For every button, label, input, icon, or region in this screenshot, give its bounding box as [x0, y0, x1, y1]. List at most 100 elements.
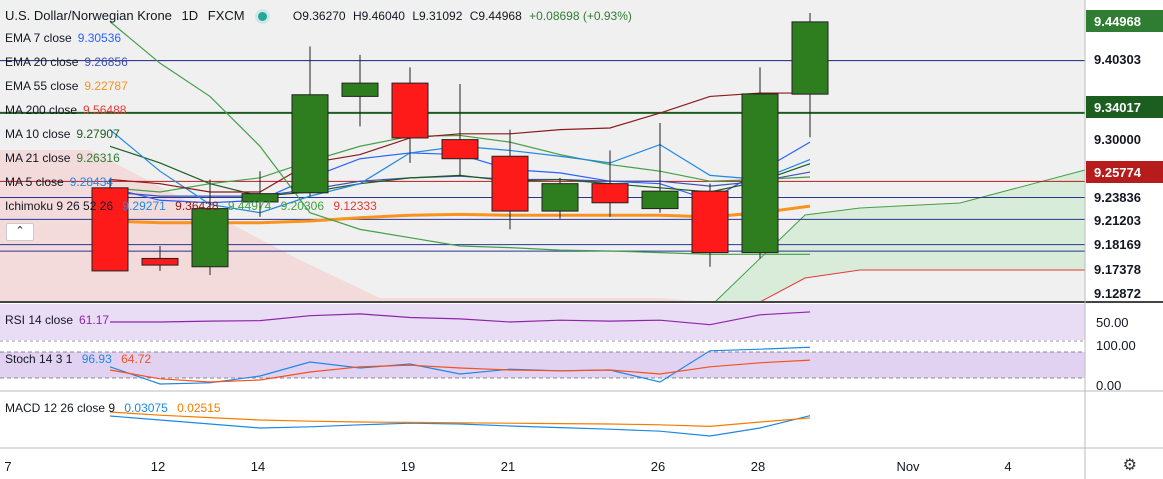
candle-body	[591, 183, 629, 204]
legend-value: 9.20306	[280, 199, 325, 213]
legend-ema7[interactable]: EMA 7 close 9.30536	[5, 31, 121, 45]
price-axis-label: 9.30000	[1094, 132, 1141, 147]
ma-line	[109, 21, 810, 255]
legend-value: 64.72	[121, 352, 152, 366]
legend-stoch[interactable]: Stoch 14 3 1 96.93 64.72	[5, 352, 151, 366]
legend-value: 9.28434	[69, 175, 114, 189]
legend-macd[interactable]: MACD 12 26 close 9 0.03075 0.02515	[5, 401, 221, 415]
ohlc-close: C9.44968	[469, 9, 522, 23]
ohlc-low: L9.31092	[412, 9, 463, 23]
price-axis-label: 9.25774	[1094, 165, 1142, 180]
candle-body	[491, 155, 529, 212]
price-axis-label: 9.34017	[1094, 100, 1141, 115]
stoch-axis-label: 0.00	[1096, 378, 1121, 393]
exchange: FXCM	[207, 8, 245, 23]
macd-signal-line	[109, 411, 811, 428]
legend-label: MA 10 close	[5, 127, 71, 141]
time-axis-label: 4	[1004, 459, 1011, 474]
legend-ichimoku[interactable]: Ichimoku 9 26 52 26 9.29271 9.36428 9.44…	[5, 199, 377, 213]
candle-body	[341, 82, 379, 97]
rsi-line	[110, 311, 811, 326]
legend-value: 0.02515	[177, 401, 221, 415]
candle-body	[441, 139, 479, 160]
legend-label: EMA 20 close	[5, 55, 79, 69]
ohlc-change: +0.08698 (+0.93%)	[529, 9, 632, 23]
price-tag-bg	[1086, 10, 1163, 32]
time-axis-label: 14	[251, 459, 265, 474]
legend-label: EMA 7 close	[5, 31, 72, 45]
legend-value: 9.56488	[83, 103, 127, 117]
market-status-icon	[258, 12, 268, 21]
legend-value: 9.29271	[122, 199, 166, 213]
legend-value: 96.93	[81, 352, 112, 366]
chart-header: U.S. Dollar/Norwegian Krone 1D FXCM O9.3…	[5, 8, 632, 23]
legend-ma21[interactable]: MA 21 close 9.26316	[5, 151, 120, 165]
collapse-legend-button[interactable]: ⌃	[6, 223, 34, 241]
candle-body	[791, 21, 829, 95]
rsi-axis-label: 50.00	[1096, 315, 1129, 330]
legend-value: 9.27907	[76, 127, 120, 141]
legend-value: 9.30536	[77, 31, 122, 45]
candle-body	[91, 187, 129, 272]
legend-ma5[interactable]: MA 5 close 9.28434	[5, 175, 113, 189]
gear-icon[interactable]: ⚙	[1122, 457, 1137, 474]
legend-value: 9.26856	[84, 55, 128, 69]
ohlc-high: H9.46040	[352, 9, 405, 23]
legend-value: 9.22787	[84, 79, 128, 93]
candle-body	[191, 208, 229, 268]
legend-label: MA 200 close	[5, 103, 78, 117]
time-axis-label: 26	[651, 459, 665, 474]
time-axis-label: 12	[151, 459, 165, 474]
time-axis-label: 7	[4, 459, 11, 474]
legend-ma10[interactable]: MA 10 close 9.27907	[5, 127, 120, 141]
stoch-band	[0, 352, 1085, 378]
symbol-name[interactable]: U.S. Dollar/Norwegian Krone	[5, 8, 172, 23]
legend-ma200[interactable]: MA 200 close 9.56488	[5, 103, 126, 117]
legend-label: Stoch 14 3 1	[5, 352, 73, 366]
ichimoku-span-b	[759, 269, 1085, 303]
price-axis-label: 9.40303	[1094, 52, 1141, 67]
candle-body	[141, 257, 179, 266]
price-axis-label: 9.17378	[1094, 262, 1141, 277]
price-axis-label: 9.23836	[1094, 190, 1141, 205]
legend-value: 61.17	[79, 313, 110, 327]
legend-value: 9.12333	[333, 199, 377, 213]
candle-body	[691, 190, 729, 254]
candle-body	[741, 93, 779, 254]
price-axis-label: 9.21203	[1094, 213, 1141, 228]
ohlc-readout: O9.36270 H9.46040 L9.31092 C9.44968 +0.0…	[293, 9, 632, 23]
ichimoku-cloud-green	[715, 170, 1085, 302]
candle-body	[391, 82, 429, 139]
candle-body	[541, 183, 579, 212]
stoch-k-line	[109, 346, 811, 385]
legend-value: 9.26316	[76, 151, 120, 165]
time-axis-label: 21	[501, 459, 515, 474]
stoch-d-line	[109, 359, 811, 383]
legend-label: RSI 14 close	[5, 313, 74, 327]
time-axis-label: 19	[401, 459, 415, 474]
stoch-axis-label: 100.00	[1096, 338, 1136, 353]
legend-label: MA 5 close	[5, 175, 64, 189]
legend-value: 9.36428	[175, 199, 219, 213]
legend-label: MA 21 close	[5, 151, 71, 165]
legend-ema20[interactable]: EMA 20 close 9.26856	[5, 55, 128, 69]
price-axis-label: 9.12872	[1094, 286, 1141, 301]
price-axis-label: 9.18169	[1094, 237, 1141, 252]
legend-label: EMA 55 close	[5, 79, 79, 93]
legend-label: MACD 12 26 close 9	[5, 401, 116, 415]
legend-ema55[interactable]: EMA 55 close 9.22787	[5, 79, 128, 93]
chevron-up-icon: ⌃	[15, 225, 25, 237]
time-axis-label: Nov	[896, 459, 920, 474]
candle-body	[291, 94, 329, 194]
legend-label: Ichimoku 9 26 52 26	[5, 199, 114, 213]
interval[interactable]: 1D	[181, 8, 199, 23]
legend-value: 9.44974	[227, 199, 272, 213]
candle-body	[241, 193, 279, 203]
price-axis-label: 9.44968	[1094, 14, 1141, 29]
price-tag-bg	[1086, 96, 1163, 118]
legend-rsi[interactable]: RSI 14 close 61.17	[5, 313, 109, 327]
candle-body	[641, 190, 679, 210]
macd-line	[109, 415, 811, 437]
legend-value: 0.03075	[124, 401, 168, 415]
